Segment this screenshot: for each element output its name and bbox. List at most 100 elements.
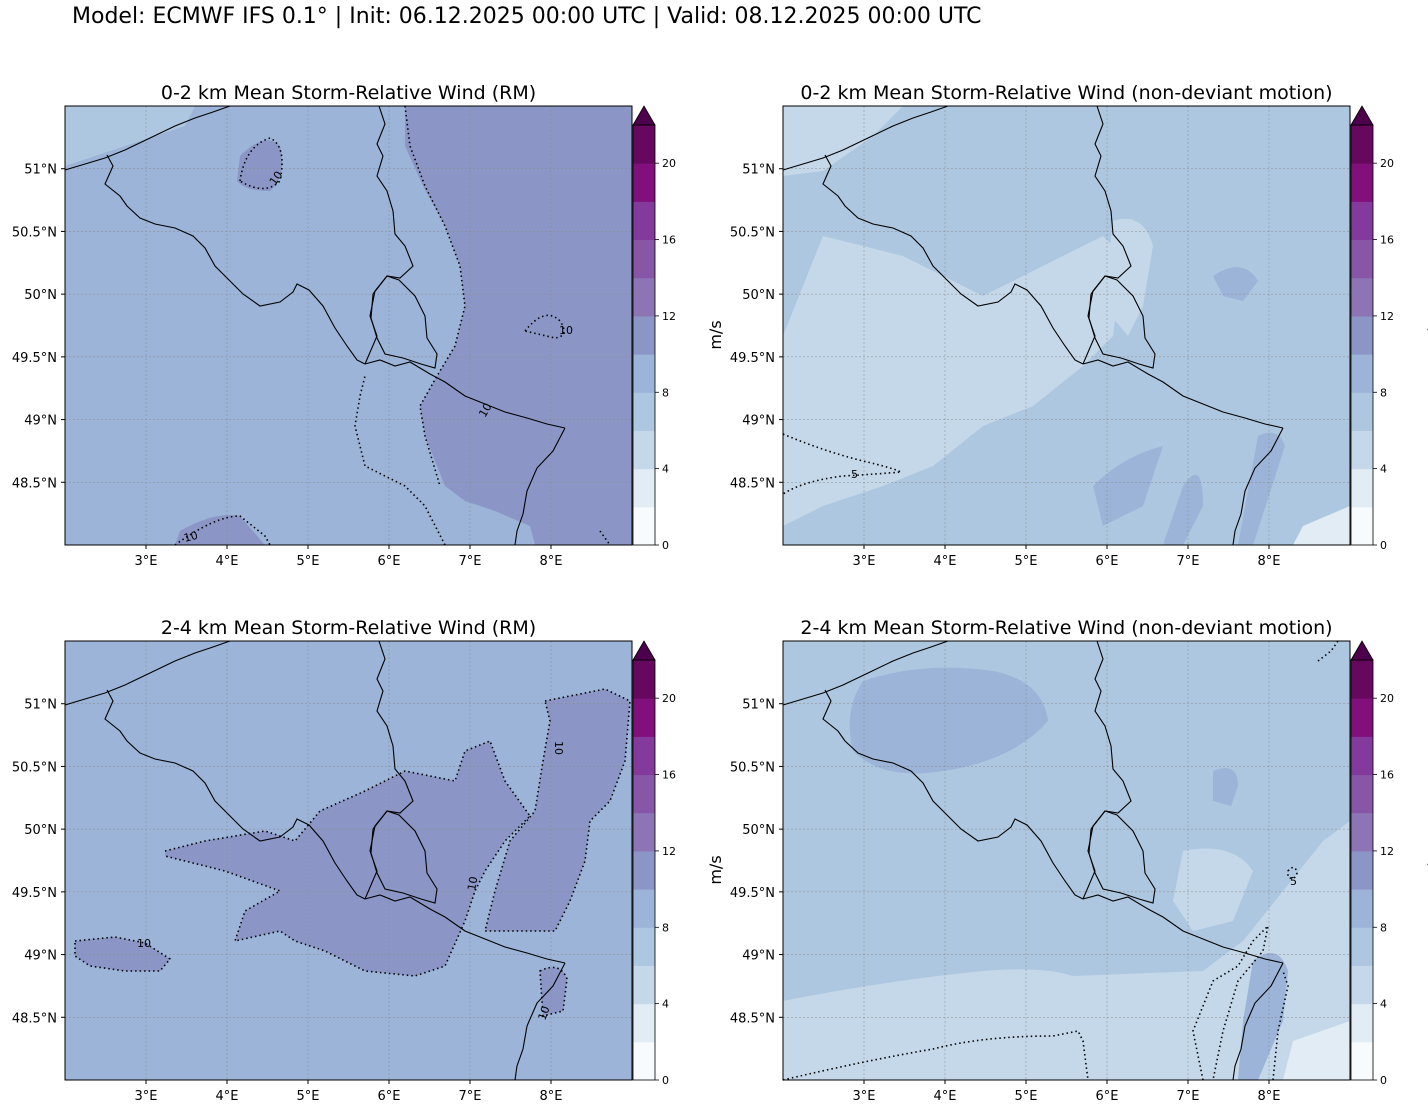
colorbar-tick-label: 20 <box>1380 157 1394 170</box>
contour-fill-high <box>849 667 1048 774</box>
country-border <box>364 894 566 964</box>
contour-label: 5 <box>1290 875 1297 888</box>
coastline <box>64 105 231 171</box>
colorbar-tick-label: 16 <box>662 234 676 247</box>
colorbar-tick-label: 12 <box>662 845 676 858</box>
colorbar-tick-label: 4 <box>662 998 669 1011</box>
country-border <box>370 275 438 369</box>
tick-label-lat: 49.5°N <box>730 351 775 366</box>
contour-fill-high <box>540 967 567 1016</box>
coastline <box>782 105 949 171</box>
colorbar-band <box>633 392 655 431</box>
tick-label-lon: 5°E <box>1015 554 1038 569</box>
colorbar-tick-label: 8 <box>662 386 669 399</box>
colorbar-band <box>633 698 655 737</box>
tick-label-lat: 50°N <box>742 288 775 303</box>
colorbar-unit-label: m/s <box>1424 320 1428 349</box>
contour-fill-high <box>1093 446 1163 526</box>
contour-line <box>539 966 568 1018</box>
contour-label: 10 <box>552 741 565 755</box>
contour-fill-high <box>1238 432 1285 545</box>
tick-label-lat: 51°N <box>742 698 775 713</box>
tick-label-lat: 48.5°N <box>12 476 57 491</box>
colorbar-band <box>1351 889 1373 928</box>
contour-line <box>1272 970 1289 1081</box>
colorbar-tick-label: 4 <box>1380 998 1387 1011</box>
colorbar-extend-arrow <box>632 640 656 661</box>
tick-label-lat: 49.5°N <box>12 886 57 901</box>
wind-field-fill <box>783 106 1350 545</box>
colorbar-band <box>633 660 655 699</box>
tick-label-lat: 49.5°N <box>730 886 775 901</box>
coastline <box>782 640 949 706</box>
axes-frame <box>782 105 1351 546</box>
colorbar-band <box>633 736 655 776</box>
country-border <box>1082 894 1284 964</box>
axes-frame <box>782 640 1351 1081</box>
colorbar-tick-label: 16 <box>1380 769 1394 782</box>
colorbar-extend-arrow <box>632 105 656 126</box>
colorbar-band <box>1351 965 1373 1005</box>
contour-fill-high <box>1163 474 1203 545</box>
contour-line <box>483 688 631 932</box>
tick-label-lon: 8°E <box>1258 1089 1281 1104</box>
colorbar-band <box>1351 430 1373 470</box>
colorbar-band <box>633 468 655 508</box>
colorbar-band <box>1351 392 1373 431</box>
colorbar-tick-label: 8 <box>1380 921 1387 934</box>
tick-label-lon: 3°E <box>853 1089 876 1104</box>
tick-label-lon: 4°E <box>934 554 957 569</box>
colorbar-band <box>1351 736 1373 776</box>
contour-line <box>1317 640 1339 662</box>
country-border <box>514 427 566 546</box>
colorbar-band <box>1351 660 1373 699</box>
country-border <box>1088 810 1156 904</box>
colorbar-tick-label: 12 <box>1380 845 1394 858</box>
colorbar-band <box>633 239 655 279</box>
tick-label-lon: 5°E <box>297 554 320 569</box>
colorbar-band <box>633 812 655 852</box>
colorbar-band <box>1351 774 1373 814</box>
colorbar-band <box>1351 163 1373 202</box>
colorbar-band <box>1351 927 1373 966</box>
contour-label: 10 <box>476 401 494 420</box>
colorbar-unit-label: m/s <box>1424 855 1428 884</box>
tick-label-lon: 6°E <box>378 554 401 569</box>
tick-label-lat: 50.5°N <box>730 760 775 775</box>
colorbar-tick-label: 16 <box>662 769 676 782</box>
contour-fill-high <box>237 140 283 191</box>
wind-field-fill <box>65 641 632 1080</box>
contour-line <box>74 936 172 972</box>
tick-label-lon: 6°E <box>378 1089 401 1104</box>
colorbar-band <box>1351 850 1373 890</box>
tick-label-lat: 51°N <box>742 163 775 178</box>
colorbar-tick-label: 8 <box>1380 386 1387 399</box>
colorbar-frame <box>1350 659 1374 1081</box>
contour-line <box>239 137 283 190</box>
colorbar-tick-label: 12 <box>1380 310 1394 323</box>
country-border <box>1232 427 1284 546</box>
map-panel: 0-2 km Mean Storm-Relative Wind (RM) 10 10… <box>12 82 725 569</box>
colorbar-band <box>1351 698 1373 737</box>
contour-line <box>1287 866 1298 880</box>
contour-fill-low <box>1283 1021 1350 1080</box>
tick-label-lat: 48.5°N <box>12 1011 57 1026</box>
wind-field <box>65 641 632 1080</box>
colorbar-tick-label: 8 <box>662 921 669 934</box>
contour-fill-low <box>1293 506 1350 545</box>
tick-label-lon: 3°E <box>135 1089 158 1104</box>
colorbar-band <box>633 927 655 966</box>
colorbar-tick-label: 20 <box>1380 692 1394 705</box>
colorbar-extend-arrow <box>1350 640 1374 661</box>
colorbar-band <box>633 889 655 928</box>
contour-label: 5 <box>851 468 858 481</box>
tick-label-lat: 51°N <box>24 698 57 713</box>
colorbar-extend-arrow <box>1350 105 1374 126</box>
country-border <box>514 962 566 1081</box>
contour-label: 10 <box>559 324 573 337</box>
tick-label-lon: 4°E <box>216 554 239 569</box>
contour-fill-low <box>1103 218 1153 336</box>
contour-fill-high <box>485 689 630 931</box>
colorbar-tick-label: 0 <box>662 1074 669 1087</box>
